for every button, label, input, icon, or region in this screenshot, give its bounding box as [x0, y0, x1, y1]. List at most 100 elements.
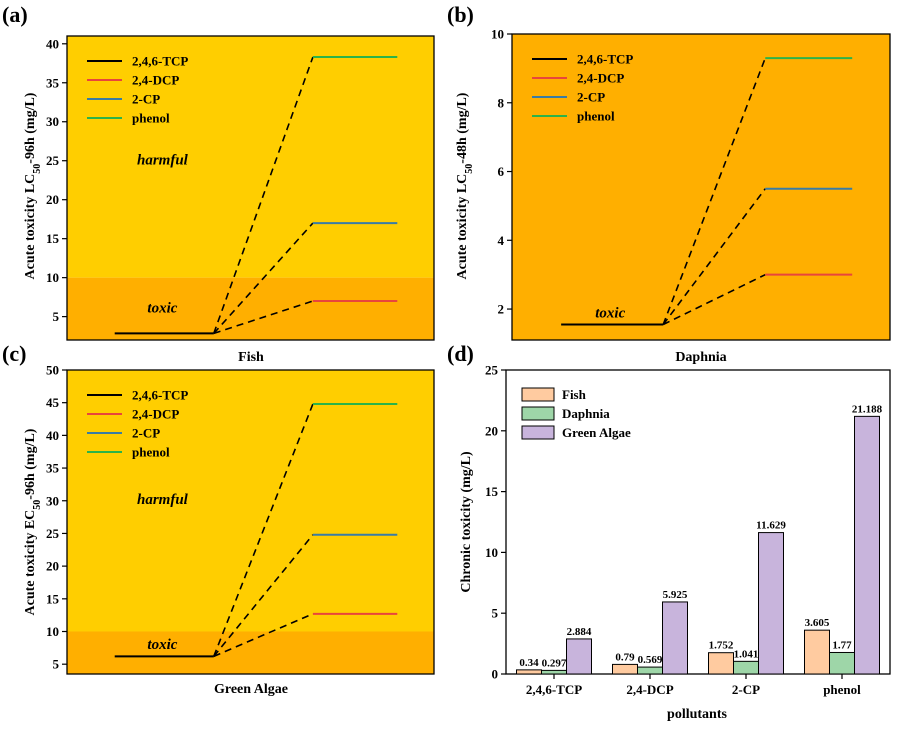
- plot-frame: [66, 35, 435, 341]
- x-axis-label-a: Fish: [238, 350, 264, 365]
- y-tick-label: 10: [491, 27, 504, 42]
- connector-dashed-2,4-DCP: [213, 613, 314, 658]
- y-tick-label: 10: [46, 624, 59, 639]
- y-tick-label: 10: [46, 270, 59, 285]
- y-axis-label-b: Acute toxicity LC50-48h (mg/L): [455, 92, 475, 279]
- y-tick-label: 20: [46, 192, 59, 207]
- legend-label-phenol: phenol: [577, 109, 615, 124]
- legend-label-phenol: phenol: [132, 111, 170, 126]
- bar-Daphnia-2,4,6-TCP: [541, 669, 567, 675]
- x-axis-label-b: Daphnia: [675, 350, 726, 365]
- y-tick-label: 35: [46, 461, 60, 476]
- bar-Fish-phenol: [804, 629, 830, 675]
- y-tick-label: 35: [46, 75, 60, 90]
- legend-label-phenol: phenol: [132, 445, 170, 460]
- harmful-zone: [67, 36, 434, 278]
- bar-Fish-2,4,6-TCP: [516, 669, 542, 675]
- data-label-Green Algae-2-CP: 11.629: [756, 520, 786, 532]
- y-tick-label: 4: [498, 233, 505, 248]
- connector-dashed-2-CP: [213, 222, 314, 334]
- legend-label-Daphnia: Daphnia: [562, 406, 610, 421]
- bar-Daphnia-phenol: [829, 651, 855, 675]
- legend-label-2-CP: 2-CP: [577, 90, 605, 105]
- legend-label-2,4-DCP: 2,4-DCP: [132, 407, 179, 422]
- y-tick-label: 25: [485, 363, 499, 378]
- x-tick-label: 2,4,6-TCP: [526, 682, 582, 697]
- plot-frame: [505, 369, 891, 675]
- legend-label-2-CP: 2-CP: [132, 92, 160, 107]
- toxic-zone-label: toxic: [147, 301, 177, 317]
- connector-dashed-2,4-DCP: [213, 300, 314, 335]
- data-label-Daphnia-2,4,6-TCP: 0.297: [542, 657, 567, 669]
- y-tick-label: 20: [46, 559, 59, 574]
- legend-label-2-CP: 2-CP: [132, 426, 160, 441]
- harmful-zone-label: harmful: [137, 153, 189, 169]
- y-axis-label-c: Acute toxicity EC50-96h (mg/L): [23, 428, 43, 615]
- data-label-Fish-2-CP: 1.752: [709, 640, 734, 652]
- y-tick-label: 40: [46, 36, 59, 51]
- y-tick-label: 30: [46, 114, 59, 129]
- legend-label-2,4,6-TCP: 2,4,6-TCP: [132, 388, 188, 403]
- bar-Daphnia-2,4-DCP: [637, 666, 663, 675]
- y-axis-label-d: Chronic toxicity (mg/L): [459, 451, 474, 593]
- y-tick-label: 40: [46, 428, 59, 443]
- data-label-Daphnia-phenol: 1.77: [832, 639, 852, 651]
- bar-Green Algae-phenol: [854, 415, 880, 675]
- legend-swatch-Fish: [521, 387, 555, 402]
- toxic-zone-label: toxic: [595, 306, 625, 322]
- y-tick-label: 5: [492, 606, 499, 621]
- panel-label-d: (d): [447, 341, 474, 366]
- bar-Green Algae-2,4-DCP: [662, 601, 688, 675]
- y-tick-label: 20: [485, 423, 498, 438]
- plot-frame: [511, 33, 891, 341]
- legend-swatch-Green Algae: [521, 425, 555, 440]
- y-tick-label: 50: [46, 363, 59, 378]
- panel-c: (c) harmful toxic 5 10 15 20 25 30 35 40 45 50 2,4,6…: [2, 341, 435, 697]
- y-tick-label: 25: [46, 526, 60, 541]
- bar-Green Algae-2,4,6-TCP: [566, 638, 592, 675]
- connector-dashed-phenol: [213, 403, 314, 657]
- panel-d: (d) 0.34 0.297 2.884 2,4,6-TCP 0.79 0.569 5.92…: [447, 341, 891, 722]
- data-label-Daphnia-2,4-DCP: 0.569: [638, 654, 663, 666]
- legend-label-Green Algae: Green Algae: [562, 425, 631, 440]
- panel-a: (a) harmful toxic 5 10 15 20 25 30 35 40 2,4,6-TCP…: [2, 2, 435, 365]
- y-tick-label: 6: [498, 164, 505, 179]
- data-label-Fish-2,4,6-TCP: 0.34: [519, 657, 539, 669]
- connector-dashed-phenol: [213, 56, 314, 334]
- panel-label-b: (b): [447, 2, 474, 27]
- legend-label-2,4-DCP: 2,4-DCP: [577, 71, 624, 86]
- panel-label-c: (c): [2, 341, 26, 366]
- y-tick-label: 25: [46, 153, 60, 168]
- y-tick-label: 10: [485, 545, 498, 560]
- toxic-zone-label: toxic: [147, 637, 177, 653]
- connector-dashed-2-CP: [213, 534, 314, 657]
- bar-Daphnia-2-CP: [733, 660, 759, 675]
- bar-Green Algae-2-CP: [758, 532, 784, 675]
- y-tick-label: 45: [46, 395, 60, 410]
- y-tick-label: 5: [53, 657, 60, 672]
- toxic-zone: [512, 34, 890, 340]
- legend-label-2,4-DCP: 2,4-DCP: [132, 73, 179, 88]
- y-axis-label-a: Acute toxicity LC50-96h (mg/L): [23, 92, 43, 279]
- panel-b: (b) toxic 2 4 6 8 10 2,4,6-TCP 2,4-DCP 2-CP pheno…: [447, 2, 891, 365]
- x-tick-label: phenol: [823, 682, 861, 697]
- connector-dashed-2-CP: [662, 188, 766, 326]
- y-tick-label: 15: [485, 484, 499, 499]
- y-tick-label: 30: [46, 493, 59, 508]
- data-label-Green Algae-2,4,6-TCP: 2.884: [567, 626, 592, 638]
- x-tick-label: 2,4-DCP: [626, 682, 673, 697]
- x-tick-label: 2-CP: [732, 682, 760, 697]
- y-tick-label: 0: [492, 667, 499, 682]
- data-label-Fish-2,4-DCP: 0.79: [615, 651, 635, 663]
- plot-frame: [66, 369, 435, 675]
- y-tick-label: 2: [498, 302, 505, 317]
- connector-dashed-2,4-DCP: [662, 273, 766, 326]
- harmful-zone-label: harmful: [137, 492, 189, 508]
- y-tick-label: 8: [498, 95, 505, 110]
- y-tick-label: 15: [46, 591, 60, 606]
- legend-swatch-Daphnia: [521, 406, 555, 421]
- data-label-Green Algae-phenol: 21.188: [852, 403, 883, 415]
- y-tick-label: 5: [53, 309, 60, 324]
- harmful-zone: [67, 370, 434, 632]
